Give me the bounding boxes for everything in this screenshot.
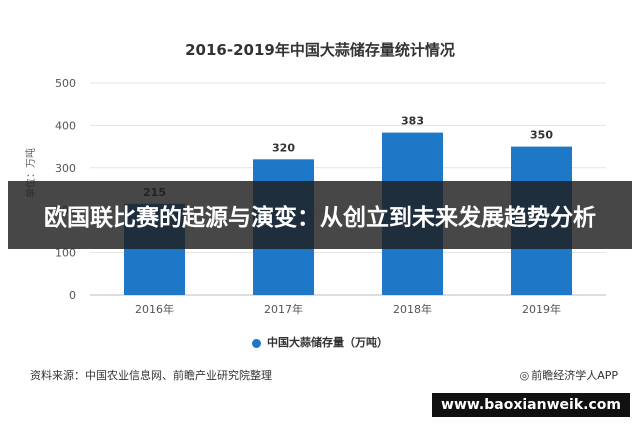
legend-label: 中国大蒜储存量（万吨） xyxy=(267,336,388,349)
brand-icon: ◎ xyxy=(519,369,530,382)
legend: 中国大蒜储存量（万吨） xyxy=(0,334,640,350)
x-tick-label: 2016年 xyxy=(135,302,174,316)
y-tick-label: 0 xyxy=(69,289,76,302)
headline-banner xyxy=(8,181,632,249)
y-tick-label: 100 xyxy=(55,247,76,260)
brand-credit: ◎ 前瞻经济学人APP xyxy=(520,367,618,383)
bar-value-label: 350 xyxy=(530,129,553,142)
y-tick-label: 400 xyxy=(55,119,76,132)
bar-value-label: 383 xyxy=(401,115,424,128)
headline-text: 欧国联比赛的起源与演变：从创立到未来发展趋势分析 xyxy=(44,205,596,231)
brand-label: 前瞻经济学人APP xyxy=(531,369,618,382)
legend-swatch xyxy=(252,338,261,348)
site-url[interactable]: www.baoxianweik.com xyxy=(432,393,630,417)
bar-value-label: 320 xyxy=(272,141,295,154)
x-tick-label: 2018年 xyxy=(393,302,432,316)
chart-title: 2016-2019年中国大蒜储存量统计情况 xyxy=(185,41,455,59)
x-tick-label: 2019年 xyxy=(522,302,561,316)
source-note: 资料来源：中国农业信息网、前瞻产业研究院整理 xyxy=(30,369,272,382)
y-tick-label: 300 xyxy=(55,162,76,175)
x-tick-label: 2017年 xyxy=(264,302,303,316)
y-tick-label: 500 xyxy=(55,77,76,90)
